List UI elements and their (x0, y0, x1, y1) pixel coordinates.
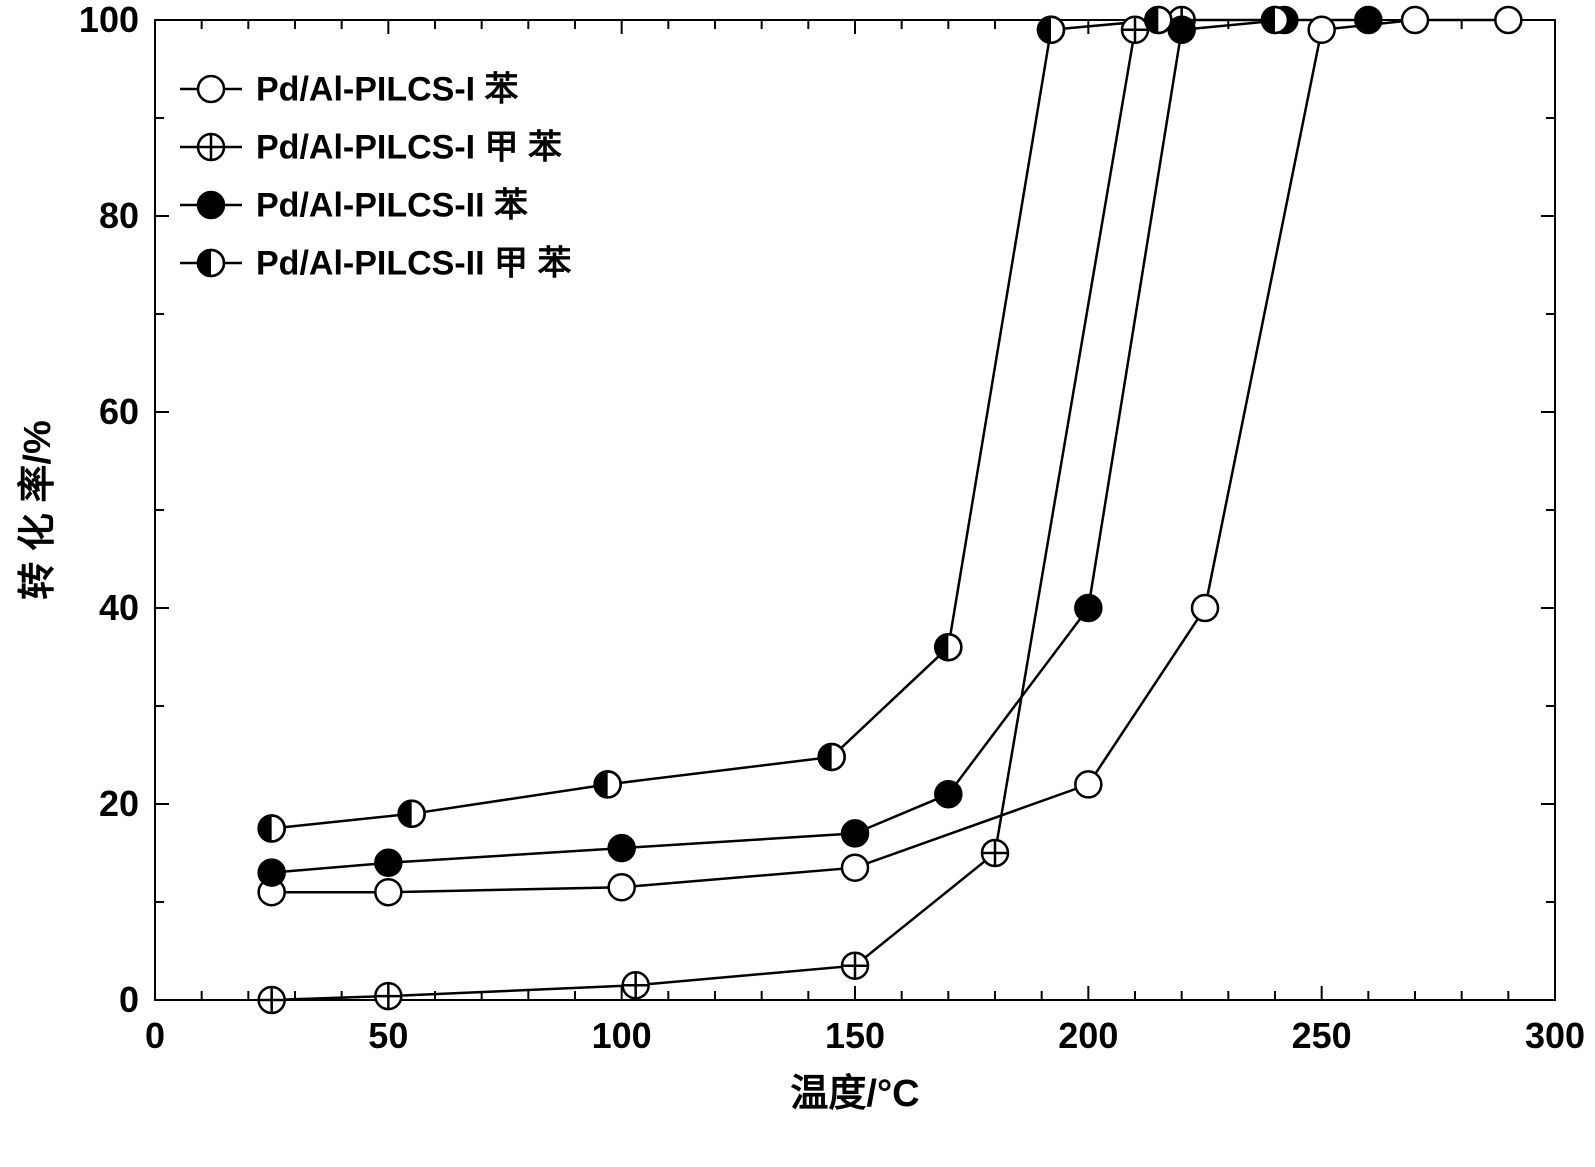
svg-text:Pd/Al-PILCS-II 苯: Pd/Al-PILCS-II 苯 (256, 186, 528, 224)
svg-text:200: 200 (1058, 1015, 1118, 1056)
svg-text:Pd/Al-PILCS-I 苯: Pd/Al-PILCS-I 苯 (256, 70, 519, 108)
svg-text:0: 0 (145, 1015, 165, 1056)
svg-text:80: 80 (99, 195, 139, 236)
conversion-vs-temperature-chart: 0 50 100 150 200 250 300 0 20 40 60 80 100 温度/°C 转 化 率… (0, 0, 1595, 1167)
svg-text:转 化 率/%: 转 化 率/% (17, 420, 59, 599)
svg-text:温度/°C: 温度/°C (790, 1073, 919, 1115)
svg-text:100: 100 (592, 1015, 652, 1056)
svg-text:Pd/Al-PILCS-I 甲 苯: Pd/Al-PILCS-I 甲 苯 (256, 128, 562, 166)
svg-text:150: 150 (825, 1015, 885, 1056)
svg-text:Pd/Al-PILCS-II 甲 苯: Pd/Al-PILCS-II 甲 苯 (256, 244, 571, 282)
svg-text:0: 0 (119, 979, 139, 1020)
svg-text:40: 40 (99, 587, 139, 628)
svg-text:20: 20 (99, 783, 139, 824)
svg-text:50: 50 (368, 1015, 408, 1056)
svg-text:300: 300 (1525, 1015, 1585, 1056)
svg-text:250: 250 (1292, 1015, 1352, 1056)
svg-text:60: 60 (99, 391, 139, 432)
svg-text:100: 100 (79, 0, 139, 40)
